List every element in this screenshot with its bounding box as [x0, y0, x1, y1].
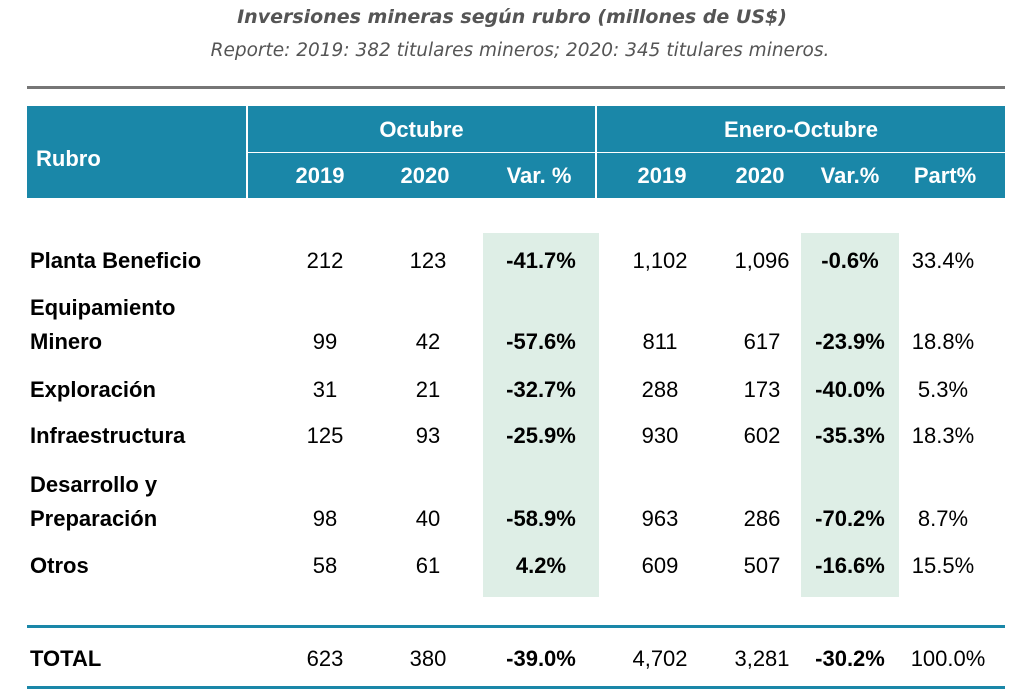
header-octubre: Octubre [379, 117, 464, 142]
cell-eo-2019: 288 [641, 377, 679, 402]
header-separator [595, 106, 597, 198]
top-divider [27, 86, 1005, 89]
header-oct-var: Var. % [506, 163, 572, 188]
row-label-equipamiento-line2: Minero [30, 329, 103, 354]
cell-part: 18.8% [911, 329, 975, 354]
cell-oct-2019: 212 [306, 248, 344, 273]
cell-eo-var: -0.6% [821, 248, 879, 273]
cell-oct-var: -41.7% [506, 248, 576, 273]
header-enero-octubre: Enero-Octubre [723, 117, 879, 142]
cell-eo-2020: 1,096 [734, 248, 790, 273]
total-part: 100.0% [910, 646, 986, 671]
total-oct-var: -39.0% [506, 646, 576, 671]
cell-eo-var: -40.0% [815, 377, 885, 402]
cell-eo-2019: 963 [641, 506, 679, 531]
cell-eo-var: -35.3% [815, 423, 885, 448]
header-part: Part% [913, 163, 977, 188]
cell-oct-2019: 99 [312, 329, 338, 354]
header-group-underline [248, 152, 595, 153]
table-subtitle: Reporte: 2019: 382 titulares mineros; 20… [210, 40, 830, 61]
cell-oct-2020: 123 [409, 248, 447, 273]
header-oct-2020: 2020 [400, 163, 450, 188]
cell-oct-2020: 61 [415, 553, 441, 578]
row-label-desarrollo-line1: Desarrollo y [30, 472, 158, 497]
table-title: Inversiones mineras según rubro (millone… [237, 6, 787, 28]
cell-eo-var: -70.2% [815, 506, 885, 531]
header-eo-2019: 2019 [637, 163, 687, 188]
cell-oct-2019: 58 [312, 553, 338, 578]
total-eo-2019: 4,702 [632, 646, 688, 671]
cell-eo-2019: 1,102 [632, 248, 688, 273]
cell-eo-2020: 507 [743, 553, 781, 578]
total-eo-2020: 3,281 [734, 646, 790, 671]
cell-oct-var: -25.9% [506, 423, 576, 448]
total-bottom-rule [27, 686, 1005, 689]
total-eo-var: -30.2% [815, 646, 885, 671]
cell-eo-2020: 617 [743, 329, 781, 354]
cell-eo-2019: 930 [641, 423, 679, 448]
header-eo-2020: 2020 [735, 163, 785, 188]
row-label-equipamiento-line1: Equipamiento [30, 295, 176, 320]
cell-part: 18.3% [911, 423, 975, 448]
row-label-planta-beneficio: Planta Beneficio [30, 248, 202, 273]
header-group-underline [597, 152, 1005, 153]
cell-eo-2019: 609 [641, 553, 679, 578]
header-oct-2019: 2019 [295, 163, 345, 188]
cell-eo-2020: 173 [743, 377, 781, 402]
cell-oct-var: -57.6% [506, 329, 576, 354]
cell-eo-var: -23.9% [815, 329, 885, 354]
total-top-rule [27, 625, 1005, 628]
cell-oct-2020: 42 [415, 329, 441, 354]
cell-part: 8.7% [917, 506, 969, 531]
row-label-otros: Otros [30, 553, 89, 578]
cell-eo-2019: 811 [642, 329, 678, 354]
cell-part: 15.5% [911, 553, 975, 578]
total-oct-2020: 380 [409, 646, 447, 671]
cell-eo-2020: 602 [743, 423, 781, 448]
row-label-exploracion: Exploración [30, 377, 156, 402]
header-separator [246, 106, 248, 198]
cell-oct-2020: 21 [415, 377, 441, 402]
cell-eo-2020: 286 [743, 506, 781, 531]
cell-oct-var: 4.2% [515, 553, 567, 578]
cell-oct-var: -58.9% [506, 506, 576, 531]
var-column-highlight [483, 233, 599, 597]
cell-eo-var: -16.6% [815, 553, 885, 578]
total-oct-2019: 623 [306, 646, 344, 671]
row-label-infraestructura: Infraestructura [30, 423, 186, 448]
header-rubro: Rubro [36, 146, 101, 171]
row-label-desarrollo-line2: Preparación [30, 506, 158, 531]
var-column-highlight [801, 233, 899, 597]
cell-oct-2019: 98 [312, 506, 338, 531]
cell-oct-2019: 125 [306, 423, 344, 448]
cell-part: 5.3% [917, 377, 969, 402]
cell-oct-2020: 40 [415, 506, 441, 531]
cell-oct-2019: 31 [312, 377, 338, 402]
header-eo-var: Var.% [820, 163, 880, 188]
cell-oct-var: -32.7% [506, 377, 576, 402]
cell-oct-2020: 93 [415, 423, 441, 448]
row-label-total: TOTAL [30, 646, 102, 671]
cell-part: 33.4% [911, 248, 975, 273]
